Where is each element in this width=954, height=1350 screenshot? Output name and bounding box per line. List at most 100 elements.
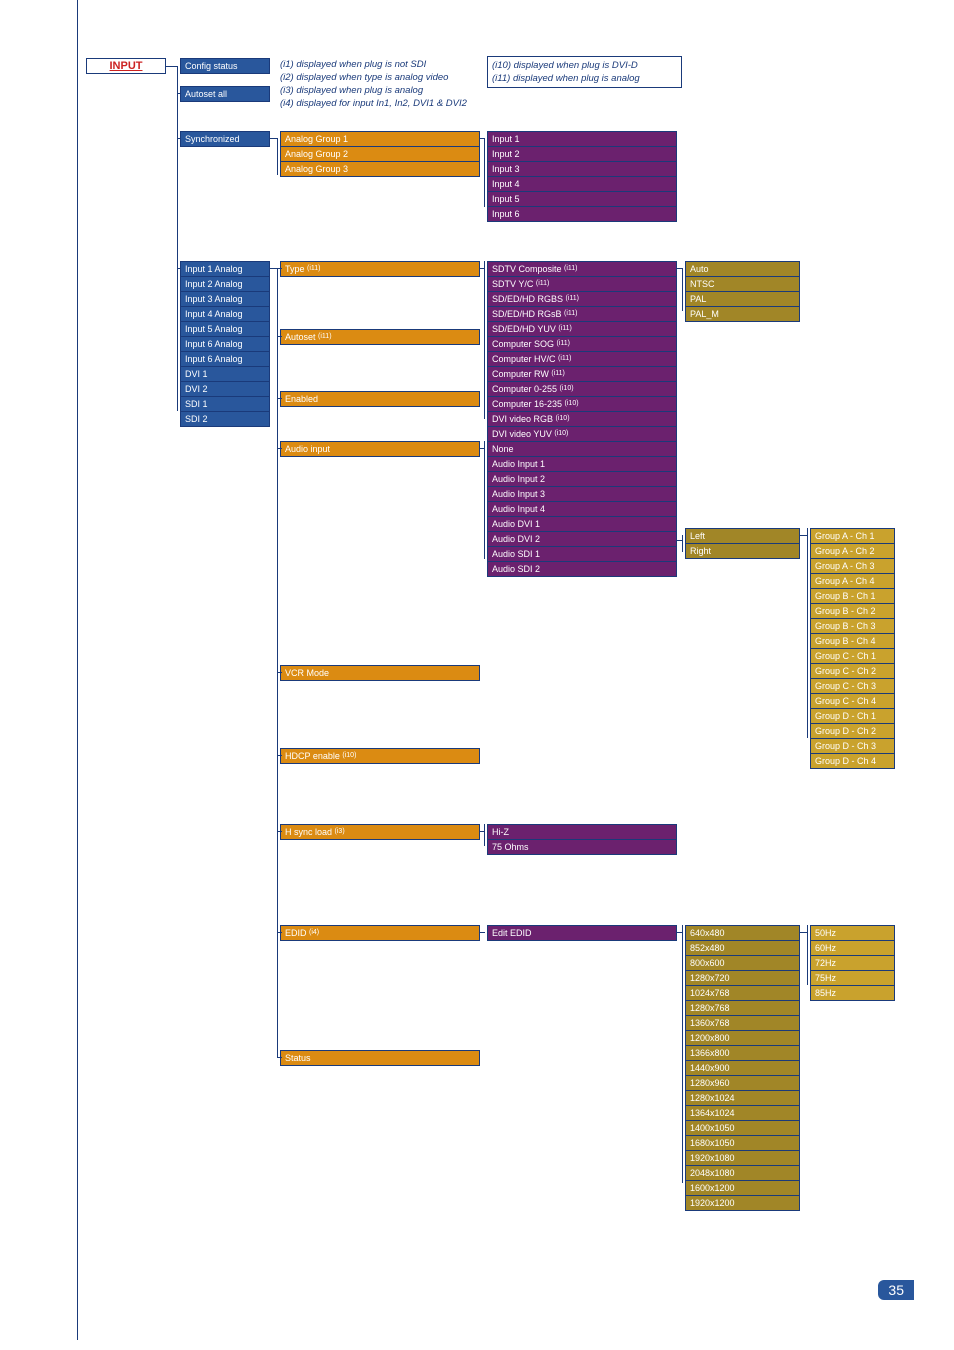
analog-group: Analog Group 2 bbox=[280, 146, 480, 162]
resolution-option: 852x480 bbox=[685, 940, 800, 956]
audio-group-channel: Group B - Ch 4 bbox=[810, 633, 895, 649]
page-number: 35 bbox=[878, 1280, 914, 1300]
hsync-option: Hi-Z bbox=[487, 824, 677, 840]
status-box: Status bbox=[280, 1050, 480, 1066]
resolution-option: 800x600 bbox=[685, 955, 800, 971]
sync-input: Input 6 bbox=[487, 206, 677, 222]
type-option: Computer 16-235 (i10) bbox=[487, 396, 677, 412]
resolution-option: 2048x1080 bbox=[685, 1165, 800, 1181]
connector bbox=[177, 141, 178, 411]
audio-lr-stack: Left Right bbox=[685, 528, 800, 559]
type-option: Computer HV/C (i11) bbox=[487, 351, 677, 367]
connector bbox=[807, 528, 808, 738]
resolution-option: 1280x768 bbox=[685, 1000, 800, 1016]
analog-group: Analog Group 3 bbox=[280, 161, 480, 177]
resolution-option: 1440x900 bbox=[685, 1060, 800, 1076]
type-options-stack: SDTV Composite (i11)SDTV Y/C (i11)SD/ED/… bbox=[487, 261, 677, 442]
hsync-options-stack: Hi-Z 75 Ohms bbox=[487, 824, 677, 855]
connector bbox=[277, 448, 282, 449]
input-item: SDI 1 bbox=[180, 396, 270, 412]
type-option: DVI video YUV (i10) bbox=[487, 426, 677, 442]
type-option: SD/ED/HD RGBS (i11) bbox=[487, 291, 677, 307]
type-option: SDTV Y/C (i11) bbox=[487, 276, 677, 292]
sync-input: Input 2 bbox=[487, 146, 677, 162]
synchronized: Synchronized bbox=[180, 131, 270, 147]
connector bbox=[480, 932, 485, 933]
audio-option: Audio Input 2 bbox=[487, 471, 677, 487]
resolution-option: 640x480 bbox=[685, 925, 800, 941]
connector bbox=[277, 831, 282, 832]
input-item: Input 6 Analog bbox=[180, 336, 270, 352]
sync-input: Input 4 bbox=[487, 176, 677, 192]
audio-option: Audio SDI 1 bbox=[487, 546, 677, 562]
analog-group: Analog Group 1 bbox=[280, 131, 480, 147]
inputs-list-stack: Input 1 Analog Input 2 Analog Input 3 An… bbox=[180, 261, 270, 427]
input-item: Input 1 Analog bbox=[180, 261, 270, 277]
audio-group-channel: Group B - Ch 1 bbox=[810, 588, 895, 604]
audio-group-channel: Group A - Ch 2 bbox=[810, 543, 895, 559]
resolution-option: 1600x1200 bbox=[685, 1180, 800, 1196]
autoset-box: Autoset (i11) bbox=[280, 329, 480, 345]
connector bbox=[682, 925, 683, 1183]
audio-group-channel: Group D - Ch 2 bbox=[810, 723, 895, 739]
connector bbox=[277, 672, 282, 673]
audio-group-channel: Group B - Ch 2 bbox=[810, 603, 895, 619]
refresh-rate-option: 85Hz bbox=[810, 985, 895, 1001]
connector bbox=[807, 925, 808, 985]
note-left: (i1) displayed when plug is not SDI (i2)… bbox=[280, 58, 485, 110]
vcr-mode-box: VCR Mode bbox=[280, 665, 480, 681]
audio-lr: Left bbox=[685, 528, 800, 544]
hsync-box: H sync load (i3) bbox=[280, 824, 480, 840]
refresh-rate-option: 72Hz bbox=[810, 955, 895, 971]
audio-group-channel: Group A - Ch 1 bbox=[810, 528, 895, 544]
resolution-option: 1400x1050 bbox=[685, 1120, 800, 1136]
connector bbox=[277, 268, 278, 1058]
connector bbox=[277, 755, 282, 756]
connector bbox=[484, 441, 485, 559]
type-box: Type (i11) bbox=[280, 261, 480, 277]
audio-group-channel: Group C - Ch 3 bbox=[810, 678, 895, 694]
autoset-all: Autoset all bbox=[180, 86, 270, 102]
side-vertical-line bbox=[77, 0, 78, 1340]
audio-group-channel: Group D - Ch 1 bbox=[810, 708, 895, 724]
audio-option: Audio SDI 2 bbox=[487, 561, 677, 577]
resolution-option: 1680x1050 bbox=[685, 1135, 800, 1151]
input-item: Input 4 Analog bbox=[180, 306, 270, 322]
connector bbox=[277, 138, 278, 175]
input-item: Input 2 Analog bbox=[180, 276, 270, 292]
resolution-option: 1364x1024 bbox=[685, 1105, 800, 1121]
hsync-option: 75 Ohms bbox=[487, 839, 677, 855]
audio-option: Audio Input 1 bbox=[487, 456, 677, 472]
connector bbox=[277, 268, 282, 269]
resolution-option: 1200x800 bbox=[685, 1030, 800, 1046]
audio-group-channel: Group A - Ch 4 bbox=[810, 573, 895, 589]
type-sub-stack: Auto NTSC PAL PAL_M bbox=[685, 261, 800, 322]
connector bbox=[177, 66, 178, 141]
resolution-option: 1024x768 bbox=[685, 985, 800, 1001]
audio-option: None bbox=[487, 441, 677, 457]
audio-options-stack: NoneAudio Input 1Audio Input 2Audio Inpu… bbox=[487, 441, 677, 577]
resolution-option: 1366x800 bbox=[685, 1045, 800, 1061]
input-item: Input 5 Analog bbox=[180, 321, 270, 337]
audio-lr: Right bbox=[685, 543, 800, 559]
audio-group-channel: Group C - Ch 2 bbox=[810, 663, 895, 679]
edid-box: EDID (i4) bbox=[280, 925, 480, 941]
type-sub: Auto bbox=[685, 261, 800, 277]
audio-option: Audio Input 3 bbox=[487, 486, 677, 502]
connector bbox=[484, 824, 485, 846]
resolution-option: 1280x1024 bbox=[685, 1090, 800, 1106]
note-right: (i10) displayed when plug is DVI-D (i11)… bbox=[487, 56, 682, 88]
resolution-option: 1280x960 bbox=[685, 1075, 800, 1091]
sync-input: Input 3 bbox=[487, 161, 677, 177]
audio-group-channel: Group D - Ch 4 bbox=[810, 753, 895, 769]
enabled-box: Enabled bbox=[280, 391, 480, 407]
input-item: Input 6 Analog bbox=[180, 351, 270, 367]
audio-group-channel: Group D - Ch 3 bbox=[810, 738, 895, 754]
input-item: DVI 2 bbox=[180, 381, 270, 397]
connector bbox=[484, 138, 485, 207]
audio-option: Audio DVI 2 bbox=[487, 531, 677, 547]
resolution-option: 1920x1200 bbox=[685, 1195, 800, 1211]
connector bbox=[277, 1057, 282, 1058]
input-item: DVI 1 bbox=[180, 366, 270, 382]
type-option: Computer SOG (i11) bbox=[487, 336, 677, 352]
